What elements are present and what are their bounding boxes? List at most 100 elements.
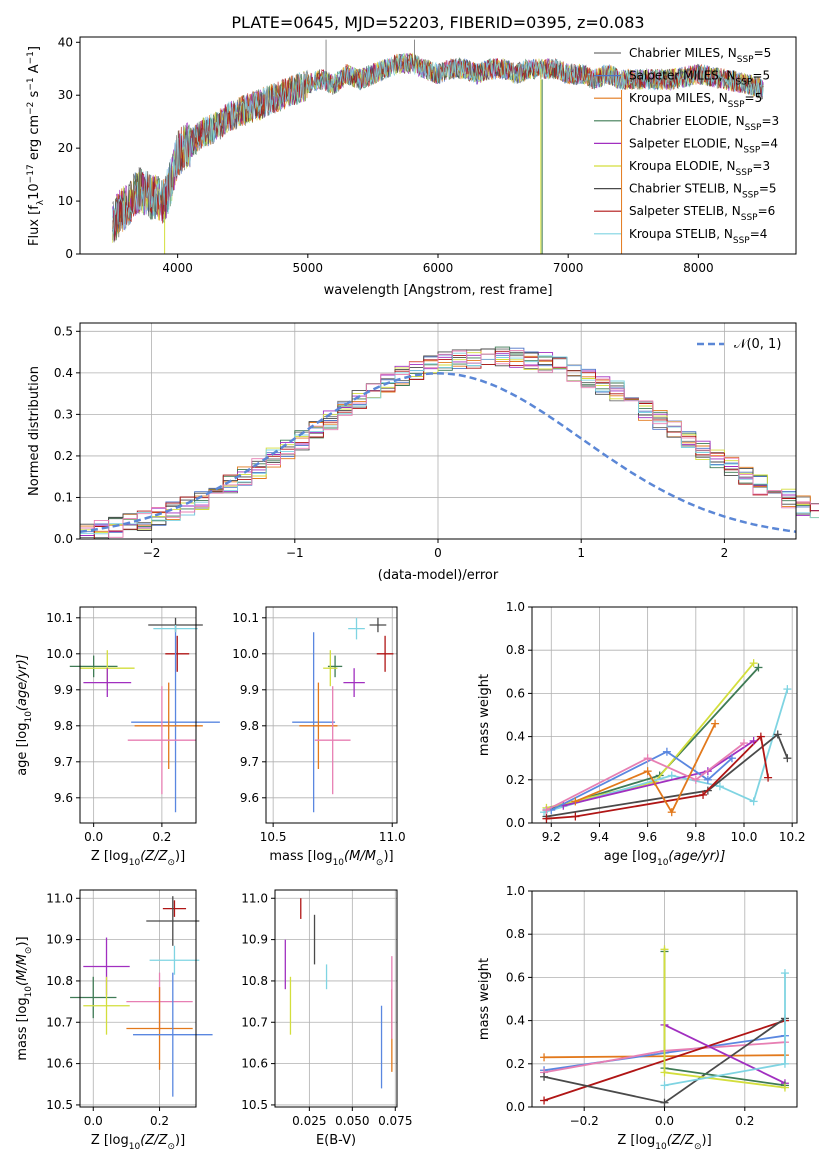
legend-label: 𝒩(0, 1) [734,337,781,352]
histogram-step-salpeter_stelib [80,350,819,540]
y-tick-label: 0.4 [506,1014,525,1028]
label-part: (Z/Z [667,1133,695,1148]
axes-frame [79,606,197,824]
label-part: −2 [26,102,36,115]
y-tick-label: 9.8 [240,719,259,733]
label-part: =5 [759,182,777,196]
y-tick-label: 0.0 [506,816,525,830]
label-part: )] [702,1133,712,1148]
y-tick-label: 0.5 [54,324,73,338]
legend-label: Chabrier MILES, NSSP=5 [629,46,771,65]
x-tick-label: −0.2 [570,1114,599,1128]
label-part: Salpeter MILES, N [629,69,736,83]
x-tick-label: 0.0 [655,1114,674,1128]
y-tick-label: 0.4 [54,366,73,380]
y-tick-label: 30 [58,88,73,102]
label-part: Kroupa MILES, N [629,91,728,105]
legend-label: Chabrier STELIB, NSSP=5 [629,182,777,201]
label-part: −1 [26,77,36,90]
y-tick-label: 11.0 [46,891,73,905]
label-part: SSP [745,123,762,133]
axes-frame [265,606,398,824]
label-part: −17 [26,164,36,183]
label-part: ] [27,46,42,51]
x-tick-label: 4000 [162,261,193,275]
legend-label: Chabrier ELODIE, NSSP=3 [629,114,779,133]
label-part: (age/yr)] [668,849,725,864]
label-part: 10 [657,858,669,868]
massweight-line-chabrier_elodie [663,951,786,1087]
label-part: 10 [129,858,141,868]
y-tick-label: 10.7 [241,1015,268,1029]
label-part: =5 [745,91,763,105]
y-tick-label: 9.9 [54,683,73,697]
label-part: )] [175,849,185,864]
label-part: (age/yr)] [15,654,30,711]
y-tick-label: 9.9 [240,683,259,697]
x-tick-label: 0.2 [150,1114,169,1128]
y-tick-label: 9.8 [54,719,73,733]
x-tick-label: 11.0 [379,830,406,844]
y-axis-label: Flux [fλ10−17 erg cm−2 s−1 A−1] [26,46,46,246]
axes-frame [79,889,197,1108]
massweight-line-extra_blue [550,750,733,811]
massweight-line-extra_pink [546,742,745,811]
y-tick-label: 1.0 [506,884,525,898]
x-tick-label: 1 [577,546,585,560]
mass-vs-metallicity-panel: 0.0 0.210.510.610.710.810.911.0Z [log10(Z… [15,889,213,1152]
x-axis-label: Z [log10(Z/Z⊙)] [91,849,185,868]
label-part: SSP [741,213,758,223]
y-tick-label: 9.6 [240,791,259,805]
y-tick-label: 0.8 [506,927,525,941]
label-part: Flux [f [27,205,42,246]
x-axis-label: mass [log10(M/M⊙)] [269,849,393,868]
y-axis-label: mass [log10(M/M⊙)] [15,936,34,1060]
label-part: )] [175,1133,185,1148]
x-axis-label: age [log10(age/yr)] [604,849,726,868]
label-part: =4 [760,136,778,150]
legend-label: Salpeter MILES, NSSP=5 [629,69,770,88]
y-tick-label: 0.0 [54,532,73,546]
y-tick-label: 10.6 [46,1057,73,1071]
label-part: Chabrier MILES, N [629,46,737,60]
y-tick-label: 0.6 [506,970,525,984]
label-part: SSP [742,191,759,201]
label-part: =3 [761,114,779,128]
label-part: SSP [736,78,753,88]
label-part: s [27,90,42,101]
spectrum-panel: 4000 5000 6000 7000 8000 0 10 20 30 40 Chabrier MI… [26,35,797,298]
y-axis-label: mass weight [477,674,492,756]
y-tick-label: 9.7 [54,755,73,769]
label-part: ⊙ [167,1142,175,1152]
label-part: =3 [752,159,770,173]
y-tick-label: 10.7 [46,1015,73,1029]
x-tick-label: 9.8 [686,830,705,844]
histogram-step-kroupa_stelib [80,352,819,535]
y-axis-label: age [log10(age/yr)] [15,654,34,776]
label-part: =4 [750,227,768,241]
x-tick-label: 7000 [553,261,584,275]
label-part: ⊙ [167,858,175,868]
x-tick-label: 9.2 [542,830,561,844]
label-part: age [log [604,849,657,864]
legend-label: Kroupa STELIB, NSSP=4 [629,227,767,246]
y-tick-label: 0.6 [506,686,525,700]
y-axis-label: mass weight [477,958,492,1040]
massweight-line-kroupa_stelib [543,688,789,814]
massweight-line-salpeter_stelib [546,734,769,820]
normal-curve [79,372,797,533]
figure-title: PLATE=0645, MJD=52203, FIBERID=0395, z=0… [231,13,644,32]
spectrum-line-kroupa_stelib [112,52,764,235]
x-tick-label: 9.4 [590,830,609,844]
x-axis-label: Z [log10(Z/Z⊙)] [617,1133,711,1152]
label-part: Kroupa ELODIE, N [629,159,736,173]
y-tick-label: 11.0 [241,891,268,905]
x-tick-label: 8000 [683,261,714,275]
x-axis-label: (data-model)/error [378,568,499,583]
y-tick-label: 0.2 [54,449,73,463]
label-part: mass [log [269,849,332,864]
x-tick-label: −1 [286,546,304,560]
label-part: (M/M [344,849,376,864]
y-tick-label: 20 [58,141,73,155]
